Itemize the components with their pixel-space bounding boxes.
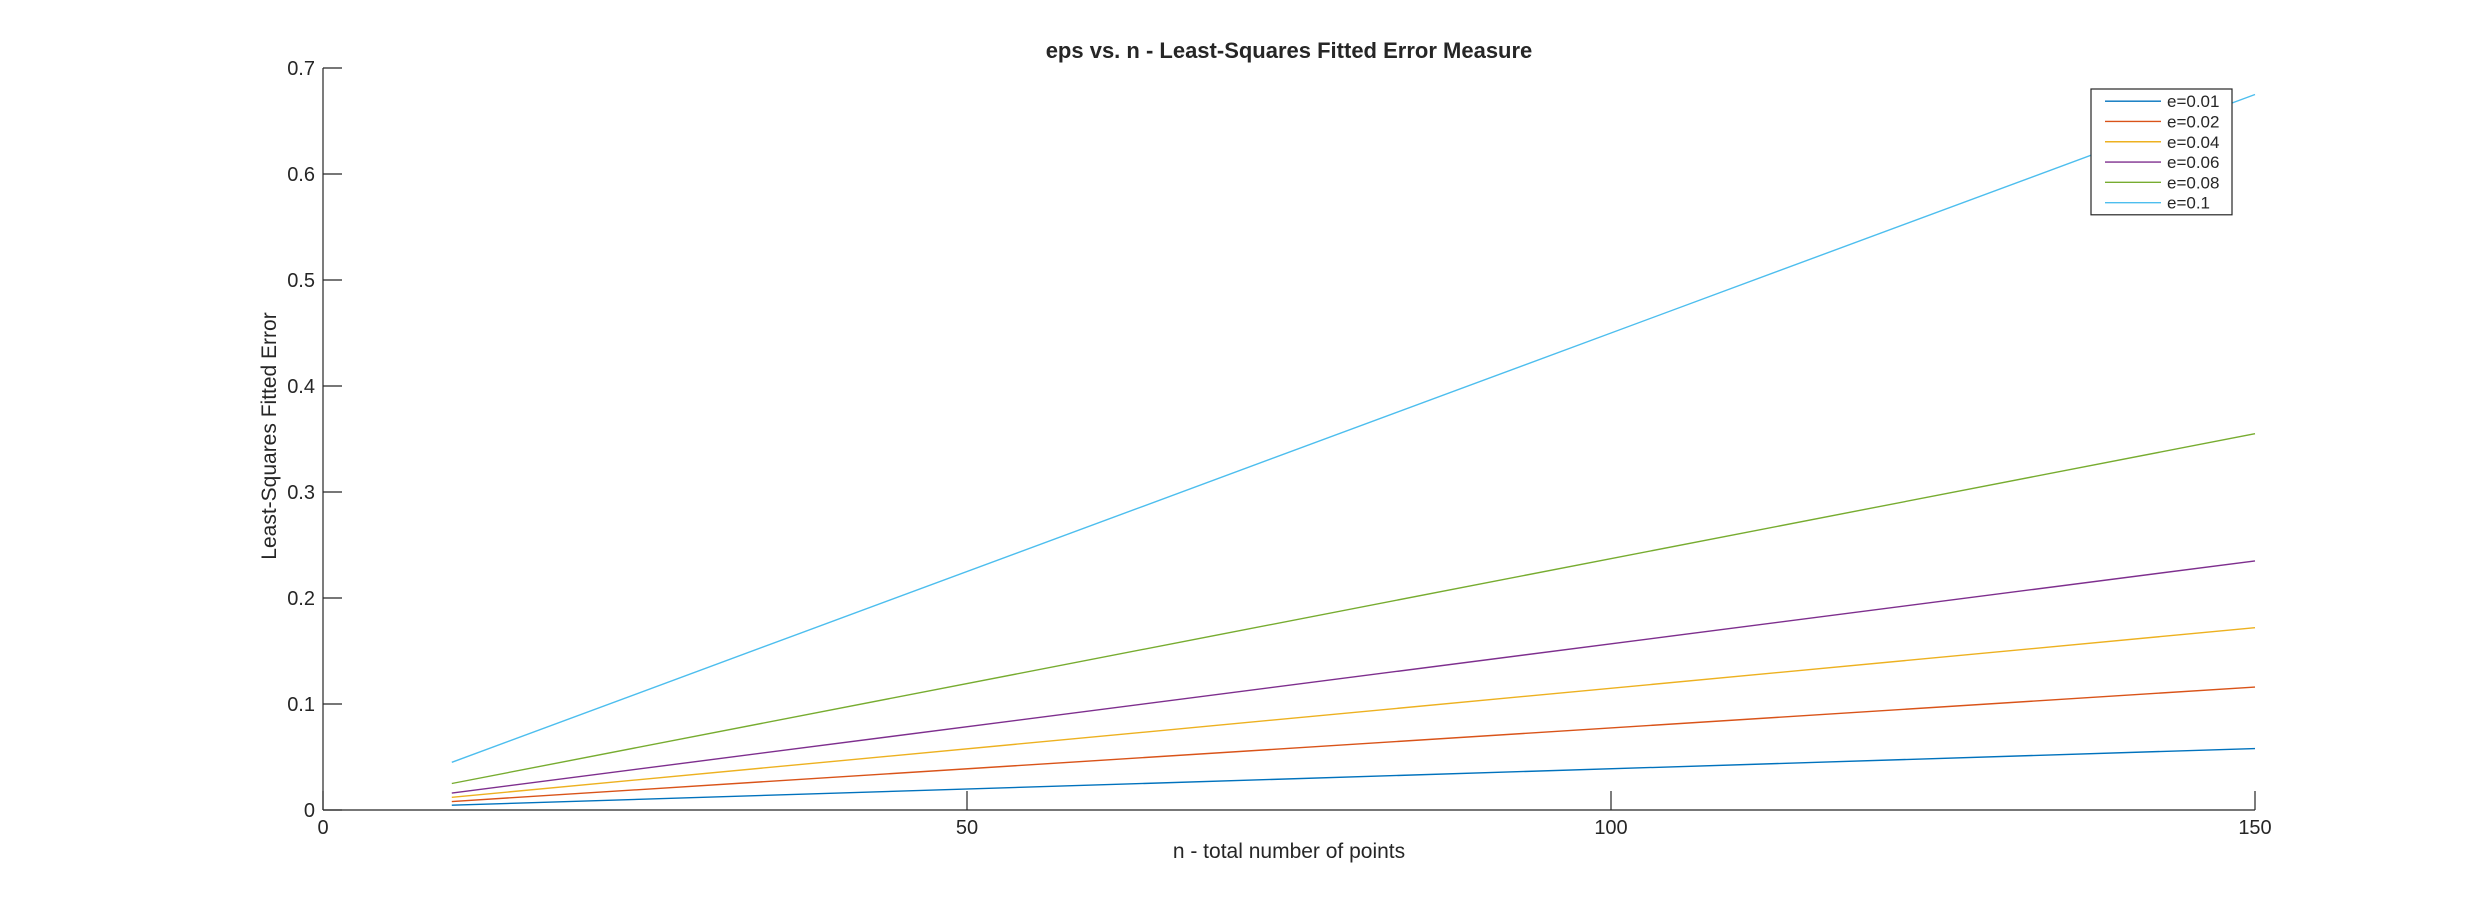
x-axis: 0 50 100 150 [317, 791, 2272, 839]
x-tick-label: 0 [317, 817, 328, 839]
series-line-e=0.1 [451, 93, 2256, 763]
x-tick-label: 50 [956, 817, 978, 839]
x-tick-label: 100 [1594, 817, 1627, 839]
x-axis-label: n - total number of points [1173, 840, 1405, 863]
x-tick-label: 150 [2238, 817, 2271, 839]
series-line-e=0.01 [451, 747, 2256, 806]
legend-entry-label: e=0.01 [2167, 92, 2219, 111]
y-tick-label: 0.5 [287, 270, 315, 292]
y-tick-label: 0.4 [287, 376, 315, 398]
y-tick-label: 0.3 [287, 482, 315, 504]
legend-box [2090, 88, 2233, 216]
y-tick-label: 0.1 [287, 694, 315, 716]
legend-entry-label: e=0.06 [2167, 153, 2219, 172]
series-line-e=0.08 [451, 433, 2256, 785]
series-line-e=0.02 [451, 686, 2256, 803]
y-axis: 0 0.1 0.2 0.3 0.4 0.5 0.6 0.7 [287, 58, 342, 822]
legend-entry-label: e=0.08 [2167, 173, 2219, 192]
y-tick-label: 0 [304, 800, 315, 822]
plot-area [322, 68, 2255, 811]
series-line-e=0.06 [451, 560, 2256, 794]
legend-entry-label: e=0.02 [2167, 112, 2219, 131]
legend: e=0.01e=0.02 e=0.04e=0.06e=0.08 e=0.1 [2090, 88, 2233, 216]
series-line-e=0.04 [451, 626, 2256, 798]
y-axis-label: Least-Squares Fitted Error [258, 312, 281, 559]
y-tick-label: 0.7 [287, 58, 315, 80]
y-tick-label: 0.6 [287, 164, 315, 186]
legend-entry-label: e=0.04 [2167, 133, 2219, 152]
series-lines [451, 93, 2256, 806]
chart-title: eps vs. n - Least-Squares Fitted Error M… [1046, 38, 1533, 63]
legend-entry-label: e=0.1 [2167, 194, 2210, 213]
y-tick-label: 0.2 [287, 588, 315, 610]
